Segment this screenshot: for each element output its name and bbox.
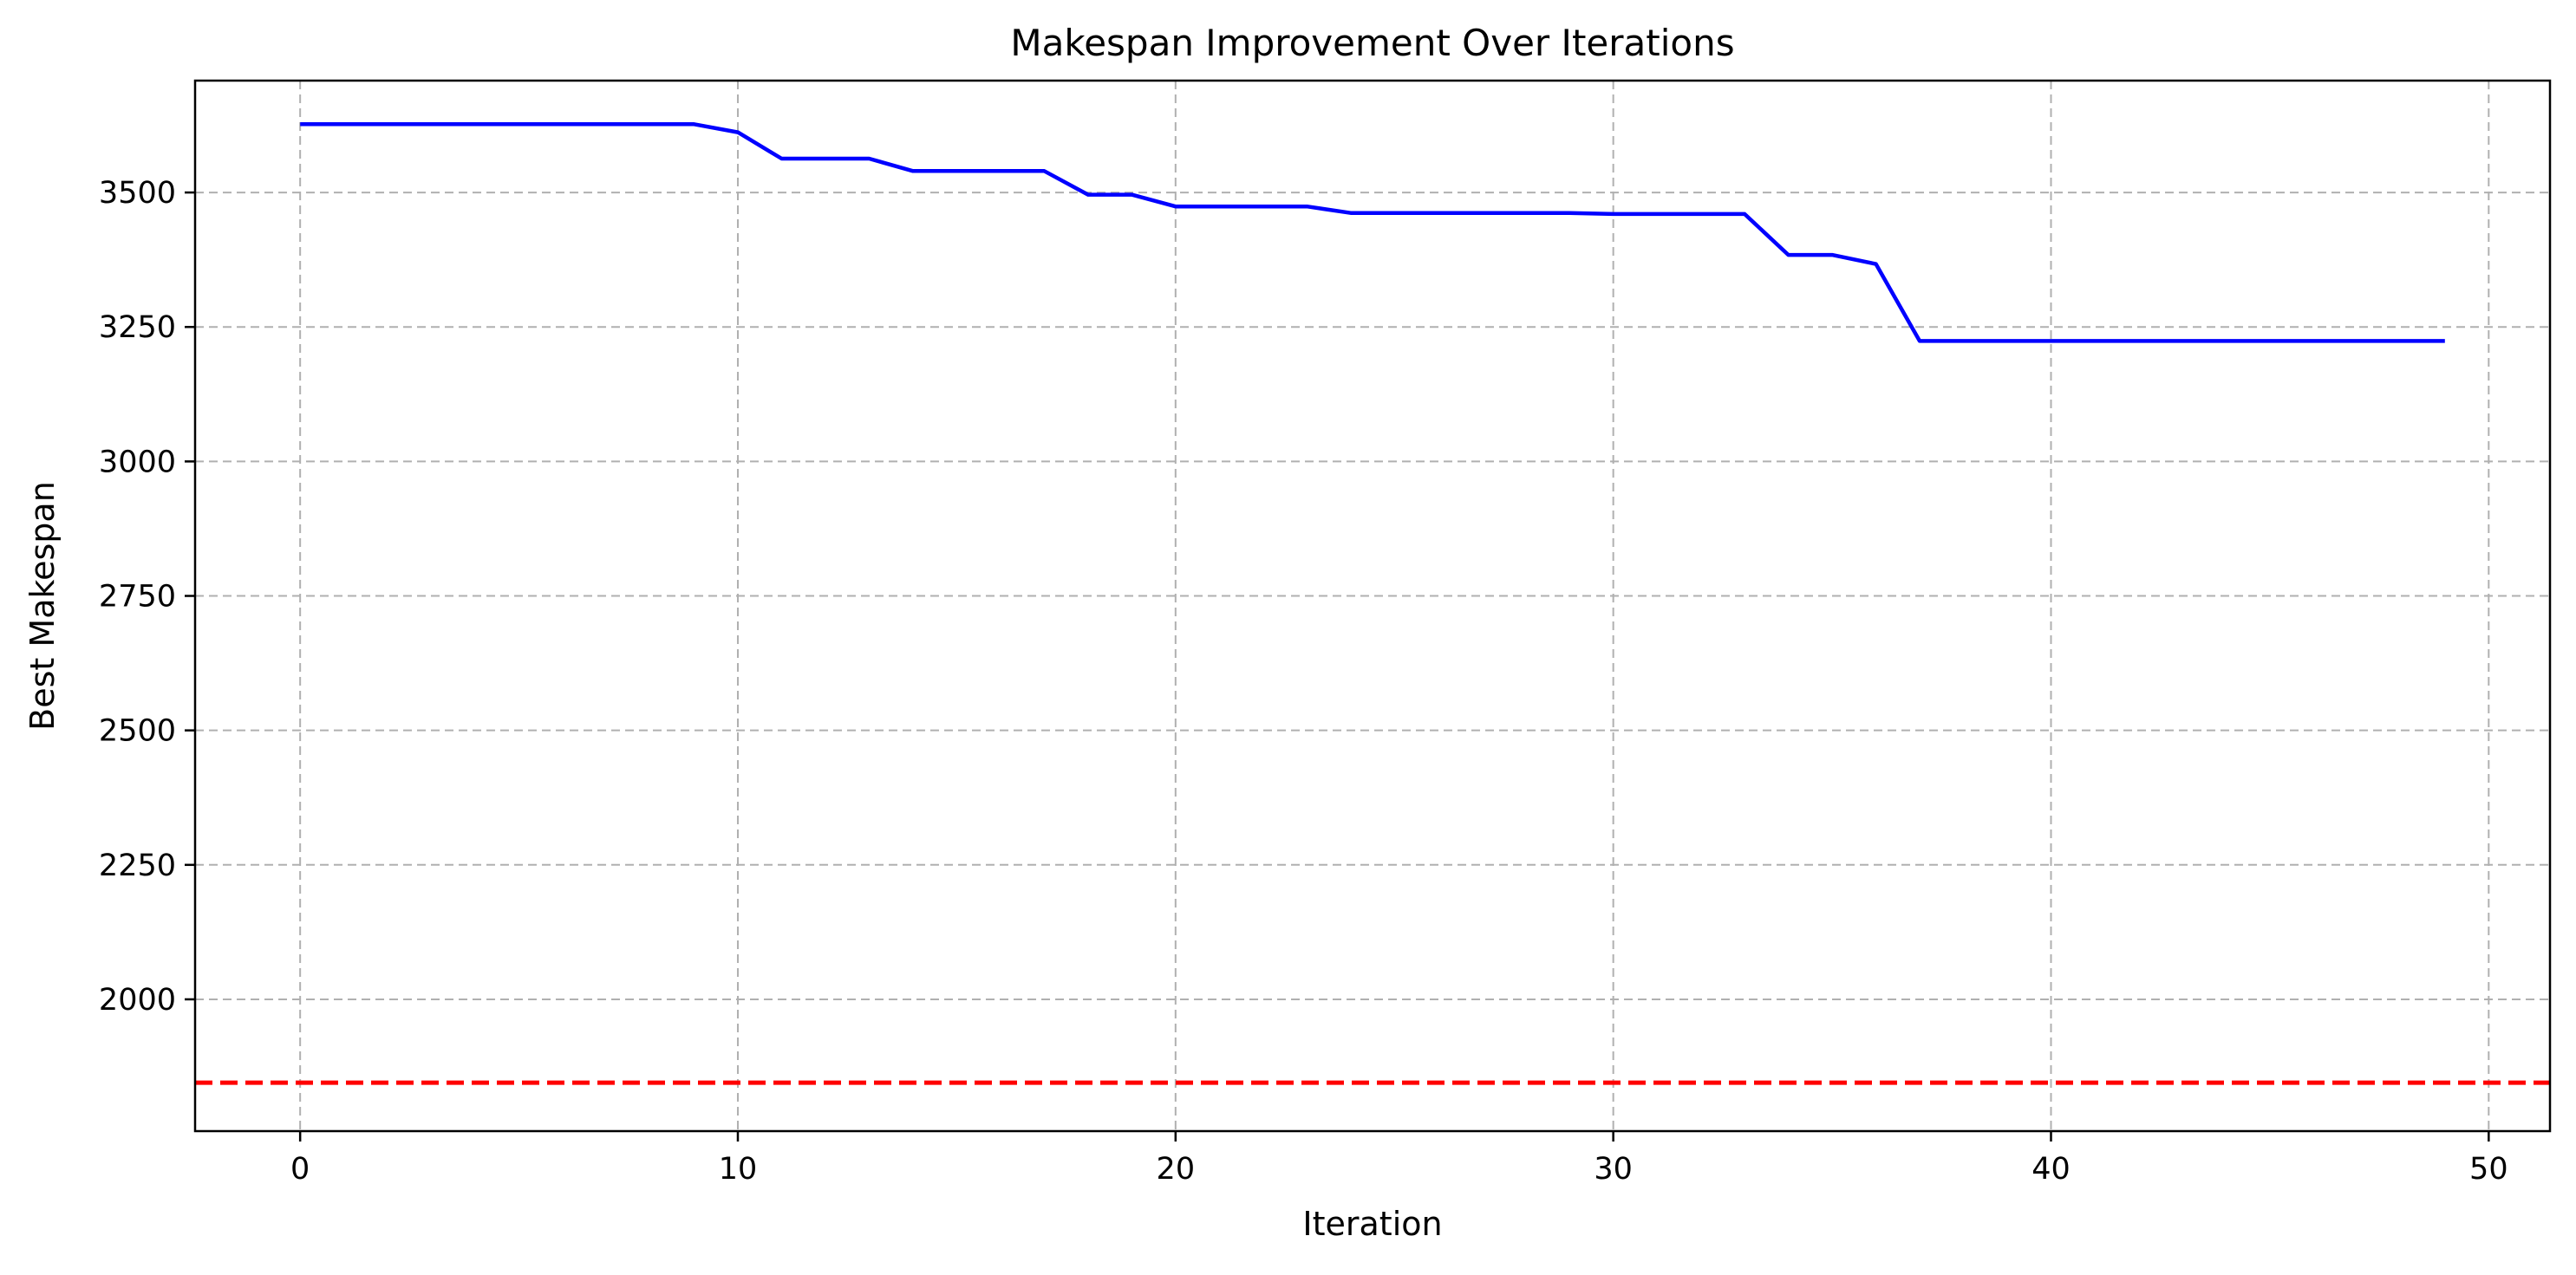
y-tick-label: 3250 [99, 310, 176, 345]
x-tick-label: 10 [719, 1152, 758, 1187]
series-lines [300, 122, 2445, 343]
series-line [300, 122, 2445, 343]
chart-title: Makespan Improvement Over Iterations [1010, 22, 1734, 64]
y-axis-label: Best Makespan [23, 481, 62, 731]
y-tick-label: 3500 [99, 176, 176, 211]
y-tick-label: 2000 [99, 983, 176, 1018]
y-tick-label: 2250 [99, 849, 176, 883]
x-tick-label: 30 [1594, 1152, 1633, 1187]
y-tick-label: 2500 [99, 714, 176, 749]
y-axis-ticks: 2000 2250 2500 2750 3000 3250 3500 [99, 176, 195, 1018]
y-tick-label: 2750 [99, 580, 176, 615]
plot-area-frame [193, 79, 2552, 1133]
x-tick-label: 40 [2031, 1152, 2071, 1187]
x-axis-ticks: 0 10 20 30 40 50 [290, 1131, 2508, 1187]
y-tick-label: 3000 [99, 445, 176, 479]
x-tick-label: 0 [290, 1152, 310, 1187]
x-tick-label: 20 [1157, 1152, 1196, 1187]
x-tick-label: 50 [2469, 1152, 2508, 1187]
x-axis-label: Iteration [1302, 1205, 1442, 1243]
grid-lines [195, 81, 2550, 1131]
